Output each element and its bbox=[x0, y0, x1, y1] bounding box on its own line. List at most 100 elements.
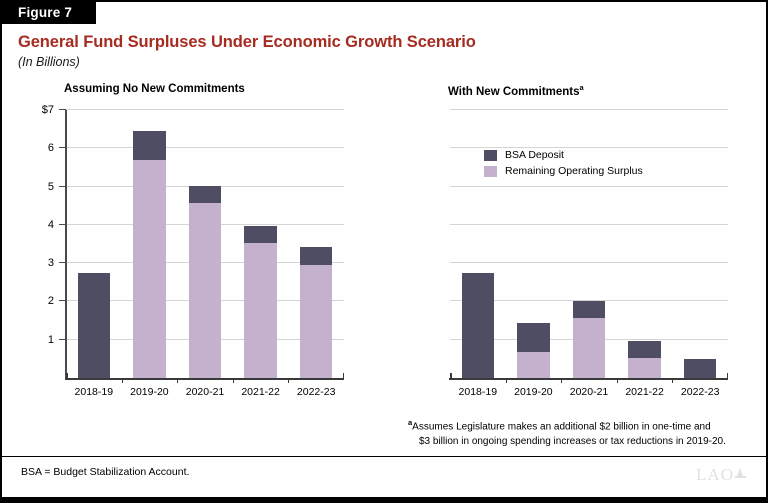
bar-segment-bsa bbox=[77, 272, 110, 378]
page-title: General Fund Surpluses Under Economic Gr… bbox=[18, 33, 476, 51]
chart-panel-left: 1 2 3 4 5 6 $7 2018-19 2019-20 2020-21 2021-22 2022… bbox=[42, 104, 344, 398]
bar-2021-22 bbox=[244, 226, 277, 378]
y-axis-label-4: 4 bbox=[47, 218, 54, 231]
bar-2020-21 bbox=[188, 185, 222, 378]
bar-2022-23 bbox=[684, 358, 717, 378]
y-axis bbox=[65, 110, 67, 378]
x-tick-divider bbox=[616, 378, 618, 383]
plot-area-right: 2018-19 2019-20 2020-21 2021-22 2022-23 bbox=[449, 109, 728, 398]
x-tick-divider bbox=[288, 378, 290, 383]
gridline-7 bbox=[450, 109, 728, 110]
footnote: aAssumes Legislature makes an additional… bbox=[408, 418, 758, 449]
bar-segment-surplus bbox=[133, 159, 166, 378]
bar-segment-bsa bbox=[628, 340, 661, 358]
plot-area-left: 1 2 3 4 5 6 $7 2018-19 2019-20 2020-21 2021-22 2022… bbox=[42, 104, 344, 398]
bar-segment-bsa bbox=[133, 131, 166, 160]
x-axis-end-cap bbox=[342, 373, 344, 379]
frame-border-left bbox=[0, 0, 2, 501]
x-axis-label-2020-21: 2020-21 bbox=[185, 386, 225, 398]
y-axis-label-1: 1 bbox=[47, 333, 54, 346]
frame-border-bottom bbox=[0, 497, 768, 503]
x-axis-end-cap bbox=[726, 373, 728, 379]
bar-2020-21 bbox=[572, 300, 606, 378]
x-tick-divider bbox=[505, 378, 507, 383]
bar-segment-bsa bbox=[244, 226, 277, 244]
y-tick-3 bbox=[59, 262, 66, 264]
x-tick-divider bbox=[672, 378, 674, 383]
bar-segment-bsa bbox=[517, 323, 550, 352]
legend-label-bsa: BSA Deposit bbox=[505, 149, 564, 161]
chart-legend: BSA Deposit Remaining Operating Surplus bbox=[484, 149, 643, 181]
y-tick-5 bbox=[59, 185, 66, 187]
figure-label: Figure 7 bbox=[0, 0, 96, 24]
bar-2022-23 bbox=[300, 247, 333, 378]
x-axis-label-2018-19: 2018-19 bbox=[74, 386, 114, 398]
lao-logo: LAO bbox=[696, 465, 746, 485]
legend-item-surplus: Remaining Operating Surplus bbox=[484, 165, 643, 177]
bar-2018-19 bbox=[77, 272, 110, 378]
x-axis-label-2022-23: 2022-23 bbox=[296, 386, 336, 398]
bar-segment-surplus bbox=[244, 243, 277, 378]
gridline-6 bbox=[66, 147, 344, 149]
gridline-3 bbox=[450, 262, 728, 264]
x-axis-label-2018-19: 2018-19 bbox=[458, 386, 498, 398]
x-axis-label-2021-22: 2021-22 bbox=[241, 386, 280, 398]
bar-segment-surplus bbox=[628, 357, 661, 378]
frame-border-top bbox=[96, 0, 768, 2]
gridline-5 bbox=[450, 185, 728, 187]
bar-segment-bsa bbox=[684, 358, 717, 378]
footnote-line-2: $3 billion in ongoing spending increases… bbox=[419, 435, 726, 447]
frame-border-right bbox=[766, 0, 768, 501]
bar-2019-20 bbox=[133, 131, 166, 378]
bar-segment-bsa bbox=[300, 247, 333, 266]
bar-segment-surplus bbox=[517, 351, 550, 378]
gridline-4 bbox=[450, 223, 728, 225]
chart-panel-right: 2018-19 2019-20 2020-21 2021-22 2022-23 bbox=[449, 109, 728, 398]
x-axis bbox=[449, 378, 728, 380]
y-tick-2 bbox=[59, 300, 66, 302]
y-tick-1 bbox=[59, 338, 66, 340]
x-axis-label-2019-20: 2019-20 bbox=[130, 386, 169, 398]
panel-header-left: Assuming No New Commitments bbox=[64, 83, 245, 95]
footnote-marker: a bbox=[408, 418, 413, 427]
x-tick-divider bbox=[177, 378, 179, 383]
y-tick-4 bbox=[59, 223, 66, 225]
legend-swatch-surplus-icon bbox=[484, 165, 497, 177]
panel-header-right-text: With New Commitments bbox=[448, 85, 580, 98]
bar-segment-surplus bbox=[300, 265, 333, 378]
bar-segment-bsa bbox=[188, 185, 222, 204]
x-axis-label-2019-20: 2019-20 bbox=[514, 386, 553, 398]
x-tick-divider bbox=[121, 378, 123, 383]
y-axis-label-3: 3 bbox=[47, 257, 54, 270]
gridline-7 bbox=[66, 109, 344, 110]
bar-segment-bsa bbox=[572, 300, 606, 318]
legend-item-bsa: BSA Deposit bbox=[484, 149, 643, 161]
lao-logo-text: LAO bbox=[696, 465, 734, 484]
panel-header-right-footnote-marker: a bbox=[579, 83, 584, 92]
y-tick-7 bbox=[59, 109, 66, 110]
legend-label-surplus: Remaining Operating Surplus bbox=[505, 165, 643, 177]
panel-header-left-text: Assuming No New Commitments bbox=[64, 83, 245, 95]
x-axis-end-cap bbox=[66, 373, 68, 379]
page-subtitle: (In Billions) bbox=[18, 55, 80, 69]
x-axis-label-2022-23: 2022-23 bbox=[680, 386, 720, 398]
x-axis-label-2021-22: 2021-22 bbox=[625, 386, 664, 398]
x-axis-end-cap bbox=[450, 373, 452, 379]
x-tick-divider bbox=[232, 378, 234, 383]
footnote-line-1: Assumes Legislature makes an additional … bbox=[412, 421, 711, 433]
bar-segment-bsa bbox=[461, 272, 494, 378]
note-separator bbox=[2, 456, 766, 457]
bottom-note: BSA = Budget Stabilization Account. bbox=[21, 466, 190, 478]
bar-2018-19 bbox=[461, 272, 494, 378]
lao-capitol-icon bbox=[735, 467, 746, 480]
legend-swatch-bsa-icon bbox=[484, 149, 497, 161]
y-tick-6 bbox=[59, 147, 66, 149]
y-axis-label-7: $7 bbox=[41, 104, 54, 116]
x-axis-label-2020-21: 2020-21 bbox=[569, 386, 609, 398]
gridline-6 bbox=[450, 147, 728, 149]
y-axis-label-5: 5 bbox=[47, 180, 54, 193]
bar-segment-surplus bbox=[572, 317, 606, 378]
panel-header-right: With New Commitmentsa bbox=[448, 83, 584, 98]
bar-segment-surplus bbox=[188, 203, 222, 378]
